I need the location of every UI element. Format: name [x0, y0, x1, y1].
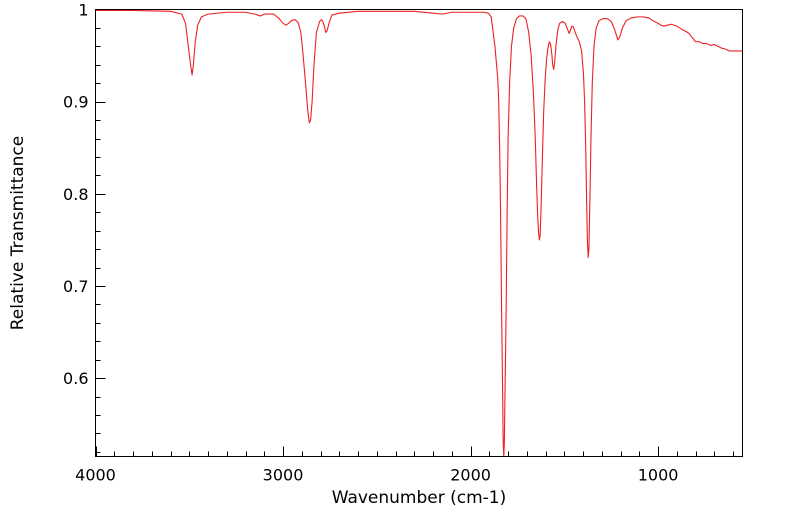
x-axis-title: Wavenumber (cm-1) [332, 488, 507, 508]
x-tick-label: 1000 [638, 466, 679, 485]
y-axis-title: Relative Transmittance [8, 136, 28, 331]
y-tick-label: 0.7 [63, 277, 88, 296]
axis-tick-labels: 4000 3000 2000 1000 0.6 0.7 0.8 0.9 1 [63, 1, 678, 485]
plot-frame [95, 9, 743, 457]
axis-ticks [95, 10, 734, 457]
y-tick-label: 0.9 [63, 93, 88, 112]
y-tick-label: 1 [78, 1, 88, 20]
y-tick-label: 0.8 [63, 185, 88, 204]
spectrum-trace [95, 9, 743, 458]
x-tick-label: 3000 [263, 466, 304, 485]
y-tick-label: 0.6 [63, 369, 88, 388]
x-tick-label: 4000 [75, 466, 116, 485]
x-tick-label: 2000 [450, 466, 491, 485]
